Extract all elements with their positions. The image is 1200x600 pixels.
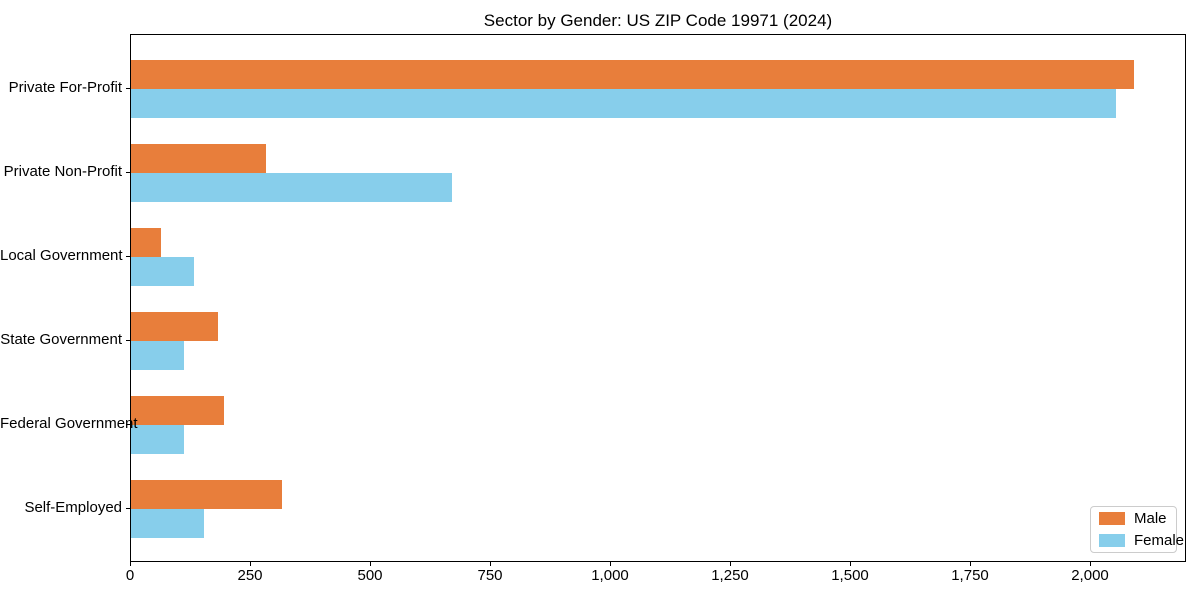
legend-item-female: Female [1099, 532, 1184, 549]
x-tick-label-1-250: 1,250 [711, 567, 749, 584]
y-tick-label-state-government: State Government [0, 331, 122, 348]
x-tick-label-1-750: 1,750 [951, 567, 989, 584]
y-tick-mark [126, 340, 130, 341]
x-tick-mark [490, 562, 491, 566]
bar-female-private-for-profit [131, 89, 1116, 118]
chart-title: Sector by Gender: US ZIP Code 19971 (202… [483, 11, 833, 30]
bar-male-state-government [131, 312, 218, 341]
x-tick-label-750: 750 [477, 567, 503, 584]
y-tick-mark [126, 88, 130, 89]
x-tick-mark [1090, 562, 1091, 566]
x-tick-label-0: 0 [125, 567, 135, 584]
x-tick-label-2-000: 2,000 [1071, 567, 1109, 584]
legend-swatch-female [1099, 534, 1125, 547]
legend-label-male: Male [1134, 510, 1167, 527]
bar-female-federal-government [131, 425, 184, 454]
y-tick-mark [126, 508, 130, 509]
legend-label-female: Female [1134, 532, 1185, 549]
bar-female-private-non-profit [131, 173, 452, 202]
y-tick-mark [126, 256, 130, 257]
y-tick-mark [126, 172, 130, 173]
bar-male-federal-government [131, 396, 224, 425]
x-tick-label-1-500: 1,500 [831, 567, 869, 584]
bar-male-self-employed [131, 480, 282, 509]
x-tick-label-250: 250 [237, 567, 263, 584]
bar-male-private-for-profit [131, 60, 1134, 89]
legend: Male Female [1090, 506, 1184, 553]
x-tick-mark [250, 562, 251, 566]
legend-swatch-male [1099, 512, 1125, 525]
x-tick-mark [370, 562, 371, 566]
x-tick-label-500: 500 [357, 567, 383, 584]
x-tick-mark [130, 562, 131, 566]
bar-female-local-government [131, 257, 194, 286]
bar-male-private-non-profit [131, 144, 266, 173]
y-tick-label-private-non-profit: Private Non-Profit [3, 163, 122, 180]
legend-item-male: Male [1099, 510, 1168, 527]
y-tick-label-private-for-profit: Private For-Profit [8, 79, 122, 96]
y-tick-label-local-government: Local Government [0, 247, 123, 264]
x-tick-mark [970, 562, 971, 566]
y-tick-label-federal-government: Federal Government [0, 415, 138, 432]
x-tick-label-1-000: 1,000 [591, 567, 629, 584]
y-tick-label-self-employed: Self-Employed [24, 499, 122, 516]
plot-area [130, 34, 1186, 562]
y-tick-mark [126, 424, 130, 425]
x-tick-mark [730, 562, 731, 566]
bar-female-state-government [131, 341, 184, 370]
bar-female-self-employed [131, 509, 204, 538]
bar-male-local-government [131, 228, 161, 257]
x-tick-mark [850, 562, 851, 566]
x-tick-mark [610, 562, 611, 566]
